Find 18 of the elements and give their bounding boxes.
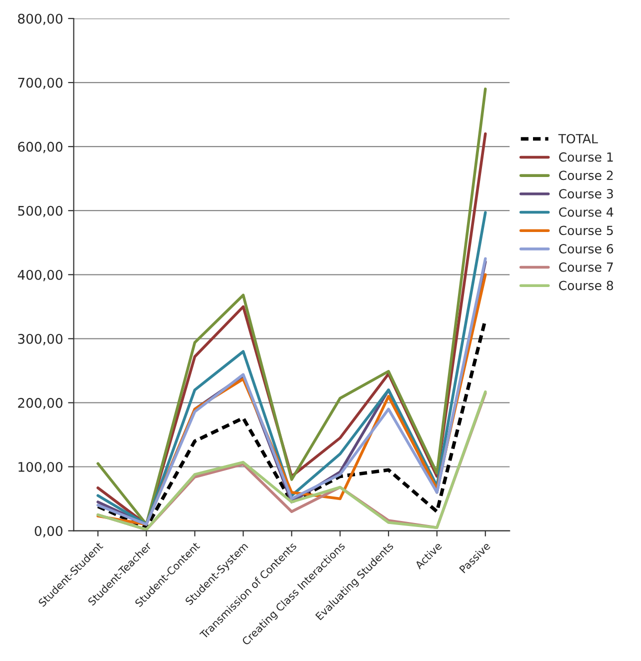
legend-label: Course 1 [559, 152, 613, 162]
legend-label: Course 3 [559, 188, 613, 198]
legend-label: Course 5 [559, 226, 613, 236]
legend-label: TOTAL [558, 134, 598, 144]
y-tick-label: 100,00 [18, 462, 62, 474]
legend-label: Course 8 [559, 280, 614, 290]
y-tick-label: 600,00 [18, 142, 62, 154]
legend-label: Course 4 [559, 207, 614, 217]
y-tick-label: 500,00 [18, 206, 62, 218]
y-tick-label: 300,00 [18, 334, 62, 346]
y-tick-label: 200,00 [18, 398, 62, 410]
legend-label: Course 2 [559, 170, 613, 180]
legend-label: Course 7 [559, 262, 613, 272]
legend-label: Course 6 [559, 244, 614, 254]
y-tick-label: 700,00 [18, 78, 62, 90]
y-tick-label: 800,00 [18, 14, 62, 26]
y-tick-label: 400,00 [18, 270, 62, 282]
y-tick-label: 0,00 [34, 526, 62, 538]
